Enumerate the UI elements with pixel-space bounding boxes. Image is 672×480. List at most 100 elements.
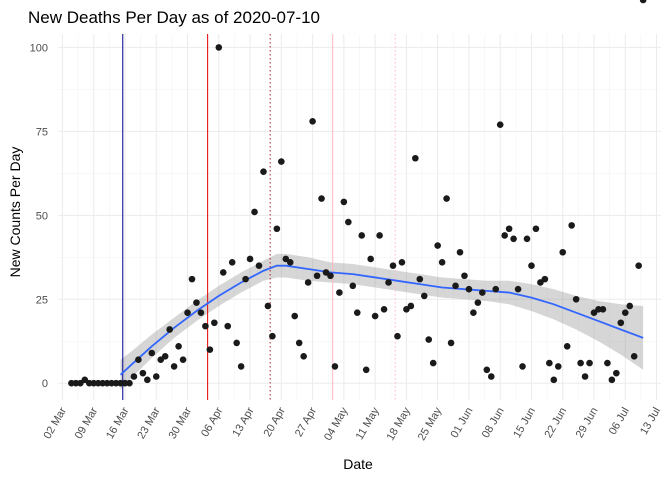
x-tick-label: 13 Apr: [230, 405, 256, 439]
data-point: [349, 282, 357, 290]
data-point: [318, 195, 325, 202]
data-point: [412, 154, 419, 162]
data-point: [340, 198, 348, 206]
data-point: [474, 299, 482, 306]
data-point: [327, 272, 334, 280]
data-point: [514, 285, 522, 293]
data-points: [68, 0, 647, 387]
data-point: [358, 232, 366, 239]
data-point: [389, 262, 397, 269]
data-point: [586, 359, 593, 367]
data-point: [260, 168, 267, 175]
y-axis-title: New Counts Per Day: [7, 147, 23, 278]
data-point: [577, 359, 584, 367]
data-point: [152, 373, 160, 380]
data-point: [161, 353, 169, 360]
x-tick-label: 01 Jun: [449, 406, 476, 441]
data-point: [304, 279, 312, 286]
x-tick-label: 08 Jun: [480, 406, 507, 441]
data-point: [630, 353, 638, 360]
data-point: [184, 309, 191, 316]
data-point: [135, 356, 142, 364]
data-point: [581, 373, 589, 380]
data-point: [487, 373, 495, 380]
x-tick-label: 13 Jul: [638, 406, 663, 437]
x-tick-label: 18 May: [385, 405, 414, 443]
data-point: [237, 363, 245, 370]
data-point: [568, 222, 575, 229]
data-point: [438, 259, 446, 266]
data-point: [251, 208, 258, 216]
confidence-band-layer: [120, 253, 644, 390]
trend-line-layer: [119, 264, 644, 376]
data-point: [273, 225, 281, 233]
data-point: [367, 255, 374, 263]
y-axis-ticks: 0 25 50 75 100: [30, 42, 48, 390]
y-tick-label: 25: [36, 294, 48, 306]
data-point: [456, 248, 464, 256]
data-point: [224, 322, 232, 330]
data-point: [385, 279, 392, 286]
data-point: [604, 359, 611, 367]
data-point: [626, 302, 634, 310]
data-point: [246, 255, 254, 263]
x-tick-label: 04 May: [322, 405, 351, 443]
x-tick-label: 20 Apr: [262, 405, 288, 439]
x-tick-label: 06 Apr: [199, 405, 225, 439]
data-point: [291, 312, 299, 320]
data-point: [345, 218, 352, 226]
x-tick-label: 29 Jun: [574, 406, 601, 441]
data-point: [233, 339, 240, 347]
data-point: [295, 339, 303, 347]
x-tick-label: 22 Jun: [542, 406, 569, 441]
data-point: [211, 319, 218, 327]
data-point: [175, 342, 182, 350]
x-tick-label: 11 May: [354, 405, 382, 442]
y-tick-label: 75: [36, 126, 48, 138]
data-point: [394, 332, 401, 340]
y-tick-label: 0: [42, 378, 48, 390]
data-point: [179, 356, 187, 364]
data-point: [479, 289, 486, 296]
data-point: [461, 272, 468, 280]
data-point: [572, 295, 580, 303]
trend-line: [119, 264, 644, 376]
data-point: [255, 262, 263, 269]
data-point: [380, 306, 388, 313]
data-point: [215, 44, 223, 51]
data-point: [434, 242, 441, 249]
data-point: [219, 269, 227, 276]
data-point: [313, 272, 321, 280]
x-tick-label: 06 Jul: [607, 406, 632, 437]
data-point: [130, 373, 138, 380]
data-point: [496, 121, 504, 128]
y-tick-label: 50: [36, 210, 48, 222]
reference-lines: [122, 34, 396, 400]
data-point: [336, 289, 343, 296]
data-point: [242, 275, 249, 283]
data-point: [447, 339, 455, 347]
data-point: [331, 363, 339, 370]
data-point: [554, 363, 562, 370]
x-axis-ticks: 02 Mar 09 Mar 16 Mar 23 Mar 30 Mar 06 Apr 13 A…: [42, 405, 664, 443]
data-point: [376, 232, 383, 239]
data-point: [465, 285, 473, 293]
data-point: [420, 292, 428, 300]
data-point: [621, 309, 629, 316]
data-point: [523, 235, 531, 243]
data-point: [264, 302, 272, 310]
data-point: [228, 259, 236, 266]
data-point: [139, 369, 147, 377]
data-point: [353, 309, 361, 316]
data-point: [269, 332, 276, 340]
data-point: [559, 248, 567, 256]
data-point: [608, 376, 616, 384]
data-point: [541, 275, 549, 283]
data-point: [309, 118, 316, 125]
data-point: [193, 299, 200, 306]
data-point: [443, 195, 450, 202]
x-axis-title: Date: [343, 456, 373, 472]
data-point: [505, 225, 513, 233]
confidence-band: [120, 253, 644, 390]
